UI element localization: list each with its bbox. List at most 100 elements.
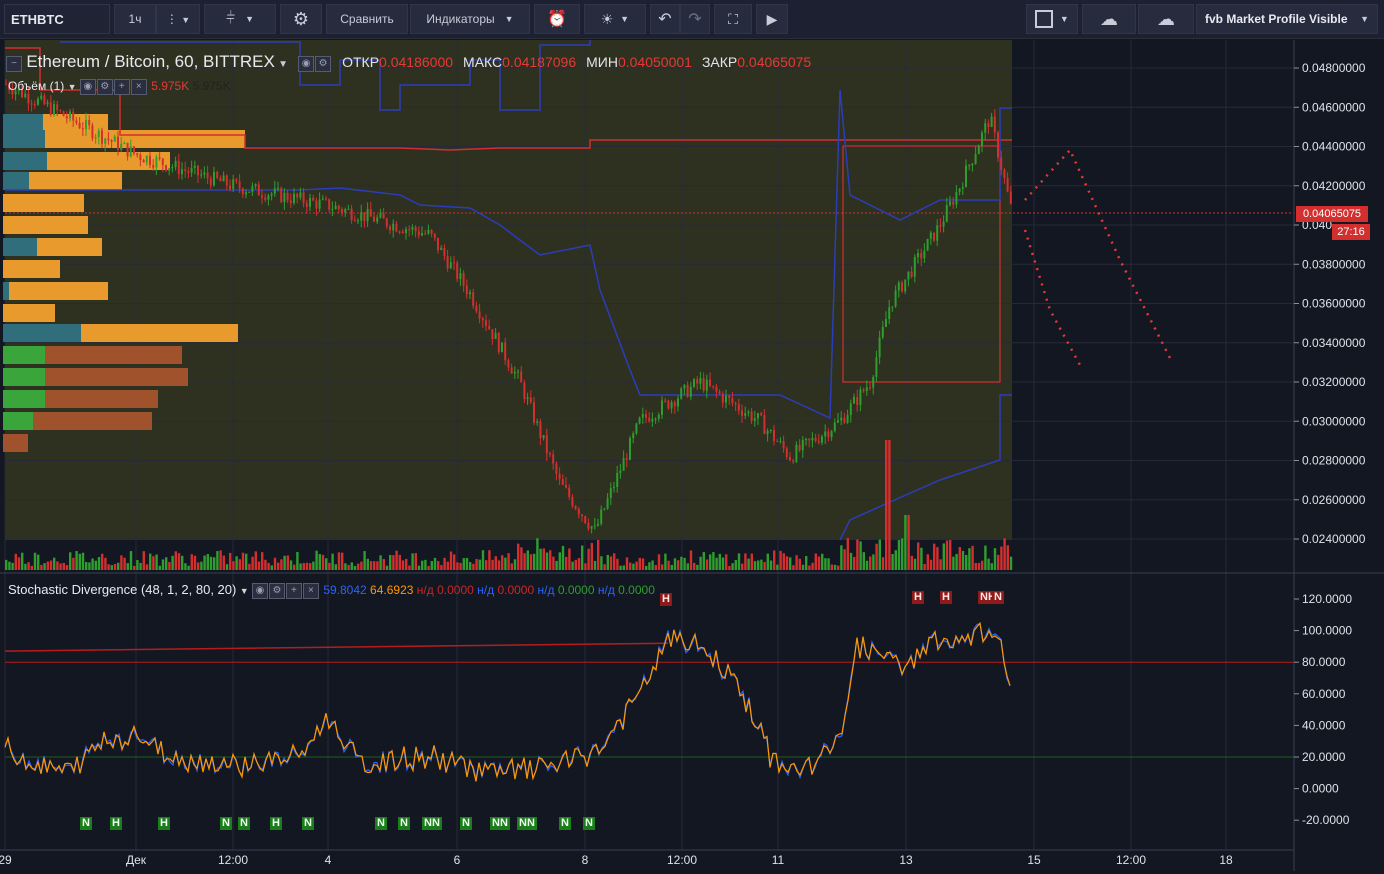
price-candle (222, 175, 225, 182)
volume-bar (641, 558, 645, 570)
settings-button[interactable]: ⚙ (280, 4, 322, 34)
volume-bar (206, 554, 209, 570)
load-layout-button[interactable]: ☁ (1082, 4, 1136, 34)
price-candle (232, 179, 235, 189)
symbol-search-button[interactable]: ETHBTC (4, 4, 110, 34)
eye-icon[interactable]: ◉ (79, 79, 96, 95)
volume-bar (600, 556, 603, 570)
price-candle (689, 386, 692, 397)
price-candle (456, 262, 459, 280)
price-candle (587, 523, 590, 529)
gear-icon[interactable]: ⚙ (315, 55, 332, 72)
range-box (842, 145, 1001, 383)
fullscreen-button[interactable]: ⛶ (714, 4, 752, 34)
volume-bar (718, 553, 721, 570)
price-candle (811, 437, 814, 441)
gear-icon[interactable]: ⚙ (268, 582, 285, 599)
price-candle (417, 231, 420, 236)
price-candle (683, 384, 686, 389)
volume-bar (923, 563, 926, 570)
volume-bar (981, 560, 984, 570)
price-candle (619, 470, 622, 473)
price-tick-label: 0.04200000 (1302, 179, 1366, 193)
chevron-down-icon[interactable]: ▼ (239, 586, 249, 596)
volume-label[interactable]: Объём (1) (8, 79, 65, 94)
price-candle (693, 379, 695, 387)
volume-bar (654, 564, 657, 570)
volume-bar (696, 564, 699, 570)
plus-icon[interactable]: + (285, 582, 302, 599)
price-candle (113, 136, 116, 142)
stoch-tick-label: 0.0000 (1302, 782, 1339, 796)
price-candle (46, 102, 49, 105)
volume-bar (533, 553, 536, 570)
bullish-signal-tag: NN (422, 817, 442, 830)
cloud-download-icon: ☁ (1100, 8, 1118, 29)
compare-button[interactable]: Сравнить (326, 4, 408, 34)
eye-icon[interactable]: ◉ (251, 582, 268, 599)
price-tick-label: 0.03200000 (1302, 375, 1366, 389)
price-candle (737, 404, 740, 411)
chevron-down-icon[interactable]: ▼ (67, 82, 77, 93)
stochastic-title[interactable]: Stochastic Divergence (48, 1, 2, 80, 20) (8, 582, 237, 597)
layout-button[interactable]: ▼ (1026, 4, 1078, 34)
price-candle (824, 431, 827, 437)
price-candle (597, 523, 599, 526)
interval-button[interactable]: 1ч (114, 4, 156, 34)
price-candle (728, 395, 731, 399)
chart-area[interactable]: 0.04800000 0.04600000 0.04400000 0.04200000… (0, 40, 1384, 871)
replay-button[interactable]: ▶ (756, 4, 788, 34)
volume-bar (165, 557, 168, 570)
volume-bar (449, 551, 453, 570)
price-candle (382, 213, 385, 219)
collapse-icon[interactable]: − (6, 55, 22, 72)
volume-bar (376, 561, 379, 570)
stoch-divergence-line (4, 642, 669, 652)
volume-bar (459, 562, 462, 570)
price-candle (325, 198, 327, 200)
close-icon[interactable]: × (302, 582, 319, 599)
symbol-title[interactable]: Ethereum / Bitcoin, 60, BITTREX (26, 52, 275, 71)
price-candle (997, 132, 999, 158)
price-candle (395, 223, 398, 232)
chart-canvas[interactable]: 0.04800000 0.04600000 0.04400000 0.04200000… (0, 40, 1384, 871)
volume-bar (926, 554, 929, 570)
price-candle (296, 193, 299, 198)
volume-value-red: 5.975K (151, 79, 190, 94)
volume-bar (705, 559, 709, 570)
gear-icon[interactable]: ⚙ (96, 79, 113, 95)
price-candle (309, 197, 311, 207)
volume-bar (334, 564, 337, 570)
volume-bar (888, 440, 891, 570)
indicator-template-button[interactable]: fvb Market Profile Visible ▼ (1196, 4, 1378, 34)
volume-bar (936, 547, 939, 570)
volume-bar (517, 543, 520, 570)
volume-bar (715, 557, 718, 570)
eye-icon[interactable]: ◉ (298, 55, 315, 72)
profile-bar-base (3, 238, 37, 256)
price-candle (894, 290, 897, 307)
price-candle (843, 417, 846, 423)
chart-type-button[interactable]: ⫩ ▼ (204, 4, 276, 34)
more-options-button[interactable]: ⋮ ▼ (156, 4, 200, 34)
theme-button[interactable]: ☀ ▼ (584, 4, 646, 34)
save-layout-button[interactable]: ☁ (1138, 4, 1194, 34)
volume-bar (629, 562, 632, 570)
volume-bar (843, 549, 846, 570)
price-candle (485, 320, 487, 327)
volume-bar (62, 562, 65, 570)
alert-button[interactable]: ⏰ (534, 4, 580, 34)
undo-button[interactable]: ↶ (650, 4, 680, 34)
close-icon[interactable]: × (130, 79, 147, 95)
stoch-value-1: 59.8042 (323, 583, 367, 597)
plus-icon[interactable]: + (113, 79, 130, 95)
profile-bar-base (3, 114, 43, 132)
volume-bar (587, 548, 590, 570)
volume-bar (232, 561, 235, 570)
volume-bar (75, 551, 78, 570)
chevron-down-icon[interactable]: ▼ (278, 59, 289, 70)
indicators-button[interactable]: Индикаторы ▼ (410, 4, 530, 34)
redo-button[interactable]: ↷ (680, 4, 710, 34)
stoch-value-2: 64.6923 (370, 583, 414, 597)
volume-bar (664, 553, 667, 570)
